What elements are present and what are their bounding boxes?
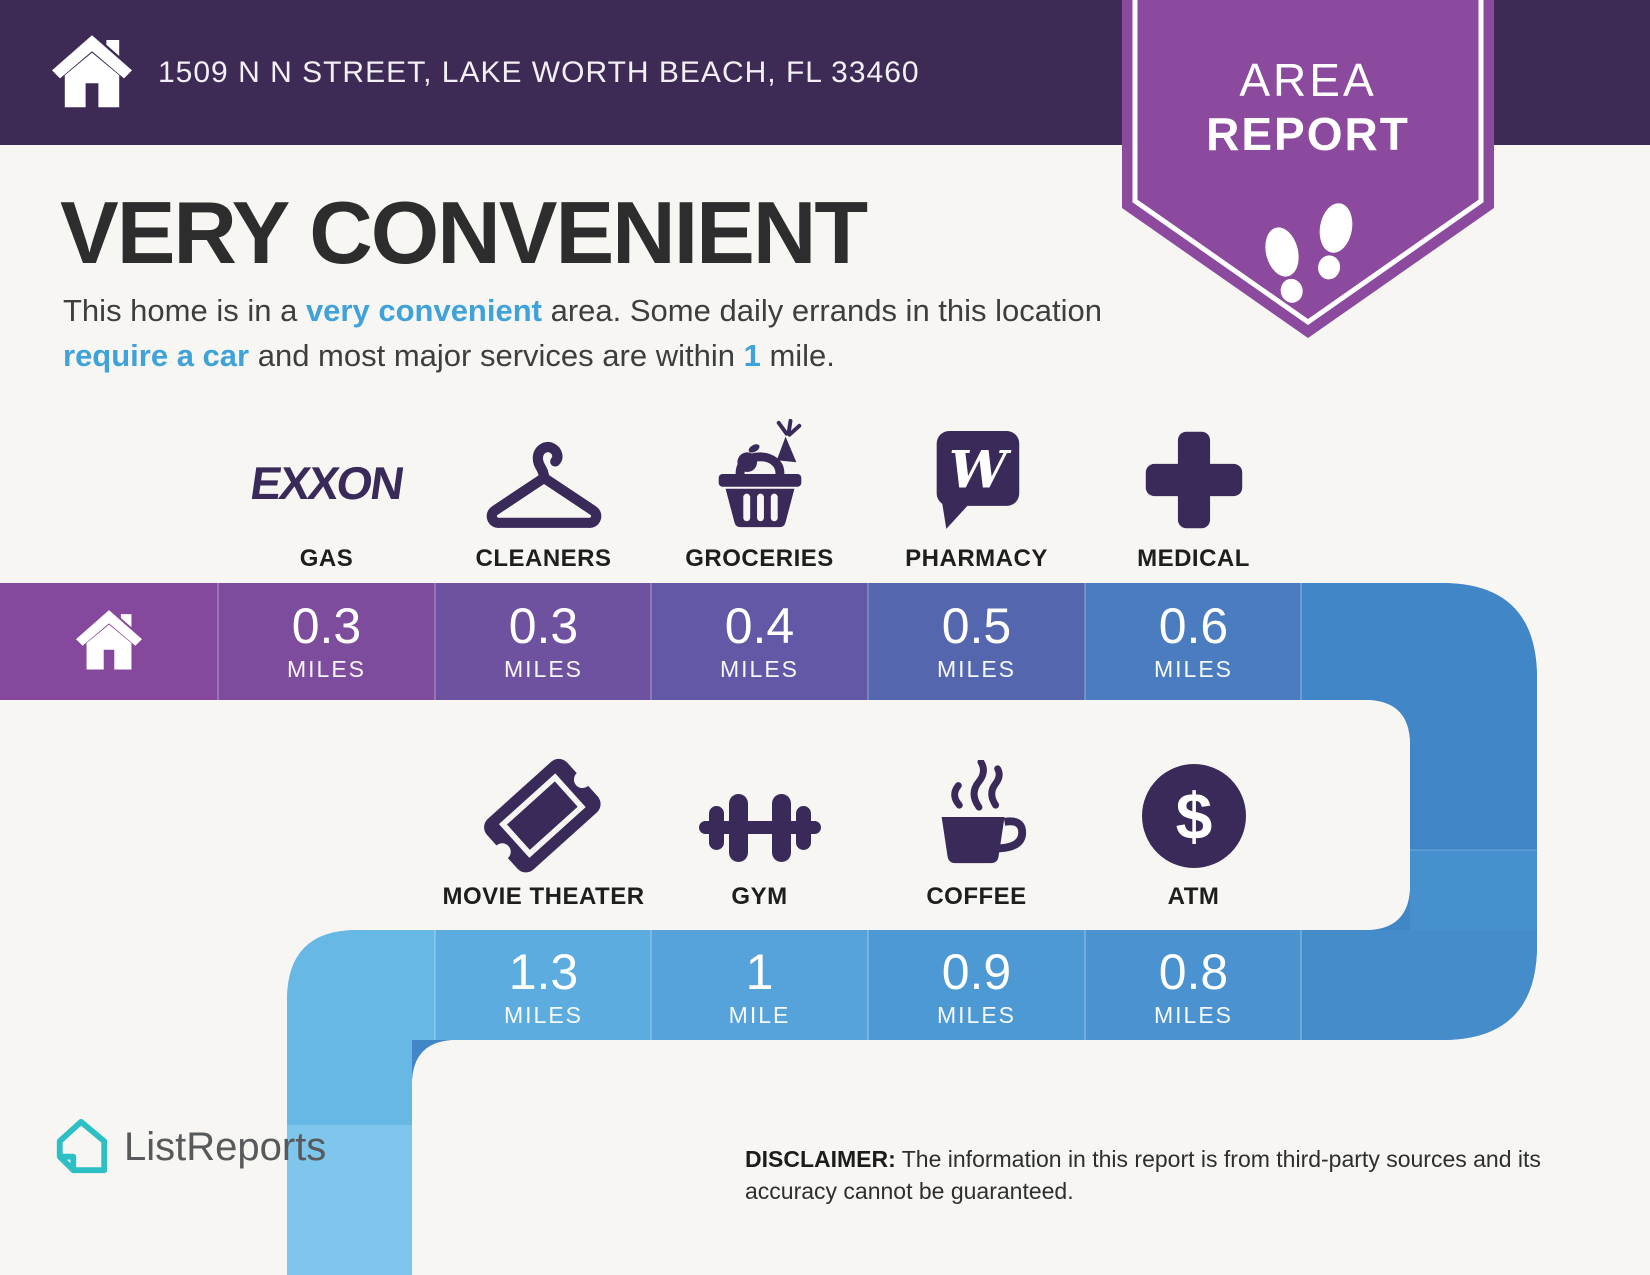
- listreports-logo-icon: [56, 1118, 108, 1174]
- distance-cell-movie-theater: 1.3 MILES: [435, 946, 652, 1029]
- distance-cell-cleaners: 0.3 MILES: [435, 600, 652, 683]
- place-label-medical: MEDICAL: [1137, 545, 1250, 572]
- walgreens-logo: W: [936, 431, 1019, 529]
- distance-value: 0.9: [941, 944, 1012, 1000]
- coffee-cup-icon: [941, 760, 1026, 864]
- distance-unit: MILES: [503, 656, 584, 682]
- place-label-groceries: GROCERIES: [685, 545, 834, 572]
- distance-unit: MILES: [286, 656, 367, 682]
- page-title: VERY CONVENIENT: [60, 183, 868, 282]
- medical-cross-icon: [1145, 431, 1242, 529]
- distance-unit: MILES: [936, 656, 1017, 682]
- page-description: This home is in a very convenient area. …: [63, 288, 1118, 378]
- distance-unit: MILE: [728, 1002, 791, 1028]
- distance-value: 0.3: [291, 598, 362, 654]
- distance-unit: MILES: [719, 656, 800, 682]
- property-address: 1509 N N STREET, LAKE WORTH BEACH, FL 33…: [158, 55, 920, 89]
- distance-cell-pharmacy: 0.5 MILES: [868, 600, 1085, 683]
- desc-highlight1: very convenient: [305, 293, 542, 328]
- distance-cell-gym: 1 MILE: [651, 946, 868, 1029]
- dollar-symbol: $: [1175, 779, 1212, 853]
- place-coffee: COFFEE: [868, 758, 1085, 911]
- hanger-icon: [486, 441, 601, 528]
- disclaimer-text-line2: accuracy cannot be guaranteed.: [745, 1178, 1074, 1204]
- disclaimer-label: DISCLAIMER:: [745, 1146, 896, 1172]
- distance-cell-coffee: 0.9 MILES: [868, 946, 1085, 1029]
- distance-cell-groceries: 0.4 MILES: [651, 600, 868, 683]
- distance-unit: MILES: [503, 1002, 584, 1028]
- badge-title-line2: REPORT: [1206, 108, 1410, 160]
- distance-value: 0.3: [508, 598, 579, 654]
- disclaimer-text-line1: The information in this report is from t…: [895, 1146, 1541, 1172]
- place-label-movie-theater: MOVIE THEATER: [442, 883, 645, 910]
- distance-cell-medical: 0.6 MILES: [1085, 600, 1302, 683]
- distance-unit: MILES: [936, 1002, 1017, 1028]
- footprints-icon: [1265, 203, 1353, 303]
- place-label-gym: GYM: [731, 883, 788, 910]
- place-label-cleaners: CLEANERS: [475, 545, 612, 572]
- grocery-basket-icon: [718, 418, 801, 528]
- distance-unit: MILES: [1153, 656, 1234, 682]
- listreports-logo: ListReports: [52, 1116, 326, 1178]
- distance-cell-atm: 0.8 MILES: [1085, 946, 1302, 1029]
- badge-title-line1: AREA: [1239, 54, 1376, 106]
- distance-value: 1: [745, 944, 774, 1000]
- place-gym: GYM: [651, 758, 868, 911]
- desc-part4: mile.: [760, 338, 835, 373]
- home-icon: [52, 35, 132, 108]
- place-label-gas: GAS: [299, 545, 354, 572]
- desc-part1: This home is in a: [63, 293, 306, 328]
- desc-highlight2: require a car: [63, 338, 250, 373]
- place-medical: MEDICAL: [1085, 420, 1302, 573]
- listreports-wordmark: ListReports: [124, 1124, 327, 1169]
- place-gas: EXXON GAS: [218, 420, 435, 573]
- distance-value: 0.5: [941, 598, 1012, 654]
- place-label-pharmacy: PHARMACY: [905, 545, 1048, 572]
- place-label-coffee: COFFEE: [926, 883, 1027, 910]
- home-icon: [76, 610, 142, 670]
- desc-part2: area. Some daily errands in this locatio…: [541, 293, 1102, 328]
- disclaimer: DISCLAIMER: The information in this repo…: [745, 1143, 1541, 1207]
- distance-value: 0.6: [1158, 598, 1229, 654]
- place-pharmacy: W PHARMACY: [868, 420, 1085, 573]
- walgreens-w: W: [948, 440, 1011, 501]
- place-atm: $ ATM: [1085, 758, 1302, 911]
- atm-dollar-icon: $: [1141, 764, 1246, 868]
- desc-highlight3: 1: [743, 338, 761, 373]
- area-report-badge: AREA REPORT: [1122, 0, 1494, 338]
- place-movie-theater: MOVIE THEATER: [435, 758, 652, 911]
- distance-unit: MILES: [1153, 1002, 1234, 1028]
- distance-value: 0.4: [724, 598, 795, 654]
- desc-part3: and most major services are within: [249, 338, 744, 373]
- place-label-atm: ATM: [1167, 883, 1220, 910]
- place-cleaners: CLEANERS: [435, 420, 652, 573]
- dumbbell-icon: [698, 794, 821, 862]
- distance-value: 1.3: [508, 944, 579, 1000]
- distance-value: 0.8: [1158, 944, 1229, 1000]
- place-groceries: GROCERIES: [651, 418, 868, 573]
- distance-cell-gas: 0.3 MILES: [218, 600, 435, 683]
